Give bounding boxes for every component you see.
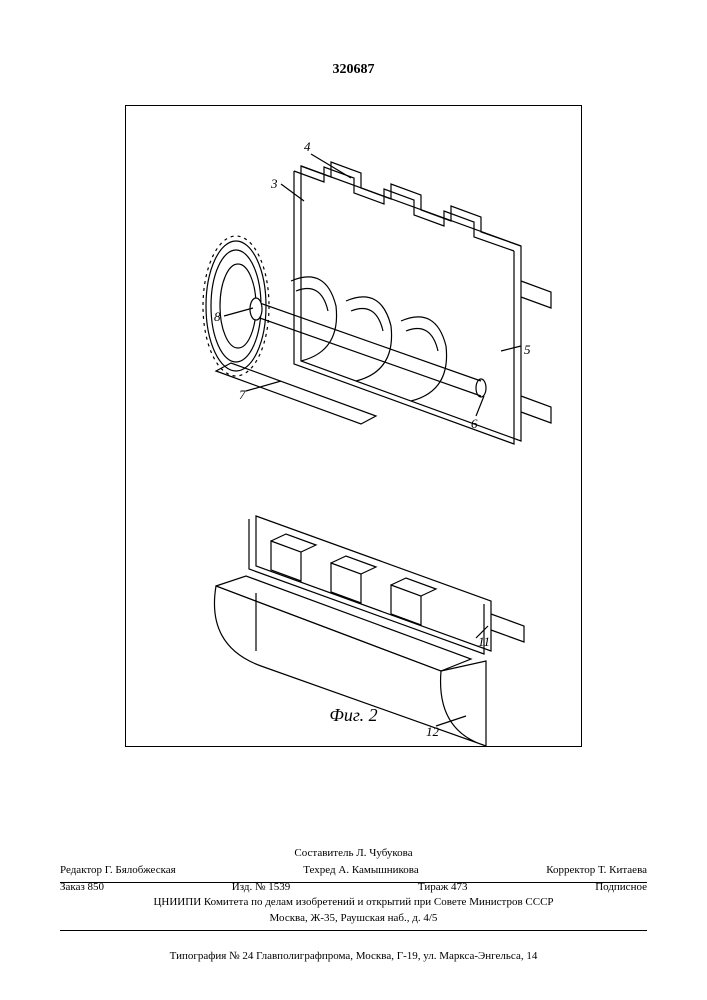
tech-editor: Техред А. Камышникова	[176, 862, 547, 879]
edition-no: Изд. № 1539	[232, 880, 290, 895]
label-6: 6	[471, 416, 478, 431]
label-3: 3	[270, 176, 278, 191]
corrector: Корректор Т. Китаева	[546, 862, 647, 879]
label-12: 12	[426, 724, 440, 739]
circulation: Тираж 473	[418, 880, 468, 895]
figure-caption: Фиг. 2	[0, 705, 707, 726]
page-number: 320687	[0, 62, 707, 78]
label-4: 4	[304, 139, 311, 154]
label-8: 8	[214, 309, 221, 324]
figure-frame: 4 3 8 7 5 6 11 12	[125, 105, 582, 747]
typography-line: Типография № 24 Главполиграфпрома, Москв…	[60, 950, 647, 962]
compiler: Составитель Л. Чубукова	[60, 845, 647, 862]
label-7: 7	[239, 387, 246, 402]
publisher-org: ЦНИИПИ Комитета по делам изобретений и о…	[60, 895, 647, 910]
editor: Редактор Г. Бялобжеская	[60, 862, 176, 879]
label-11: 11	[478, 634, 490, 649]
subscription: Подписное	[595, 880, 647, 895]
label-5: 5	[524, 342, 531, 357]
order-no: Заказ 850	[60, 880, 104, 895]
publisher-block: Заказ 850 Изд. № 1539 Тираж 473 Подписно…	[60, 880, 647, 935]
publisher-address: Москва, Ж-35, Раушская наб., д. 4/5	[60, 911, 647, 926]
technical-drawing: 4 3 8 7 5 6 11 12	[126, 106, 581, 746]
